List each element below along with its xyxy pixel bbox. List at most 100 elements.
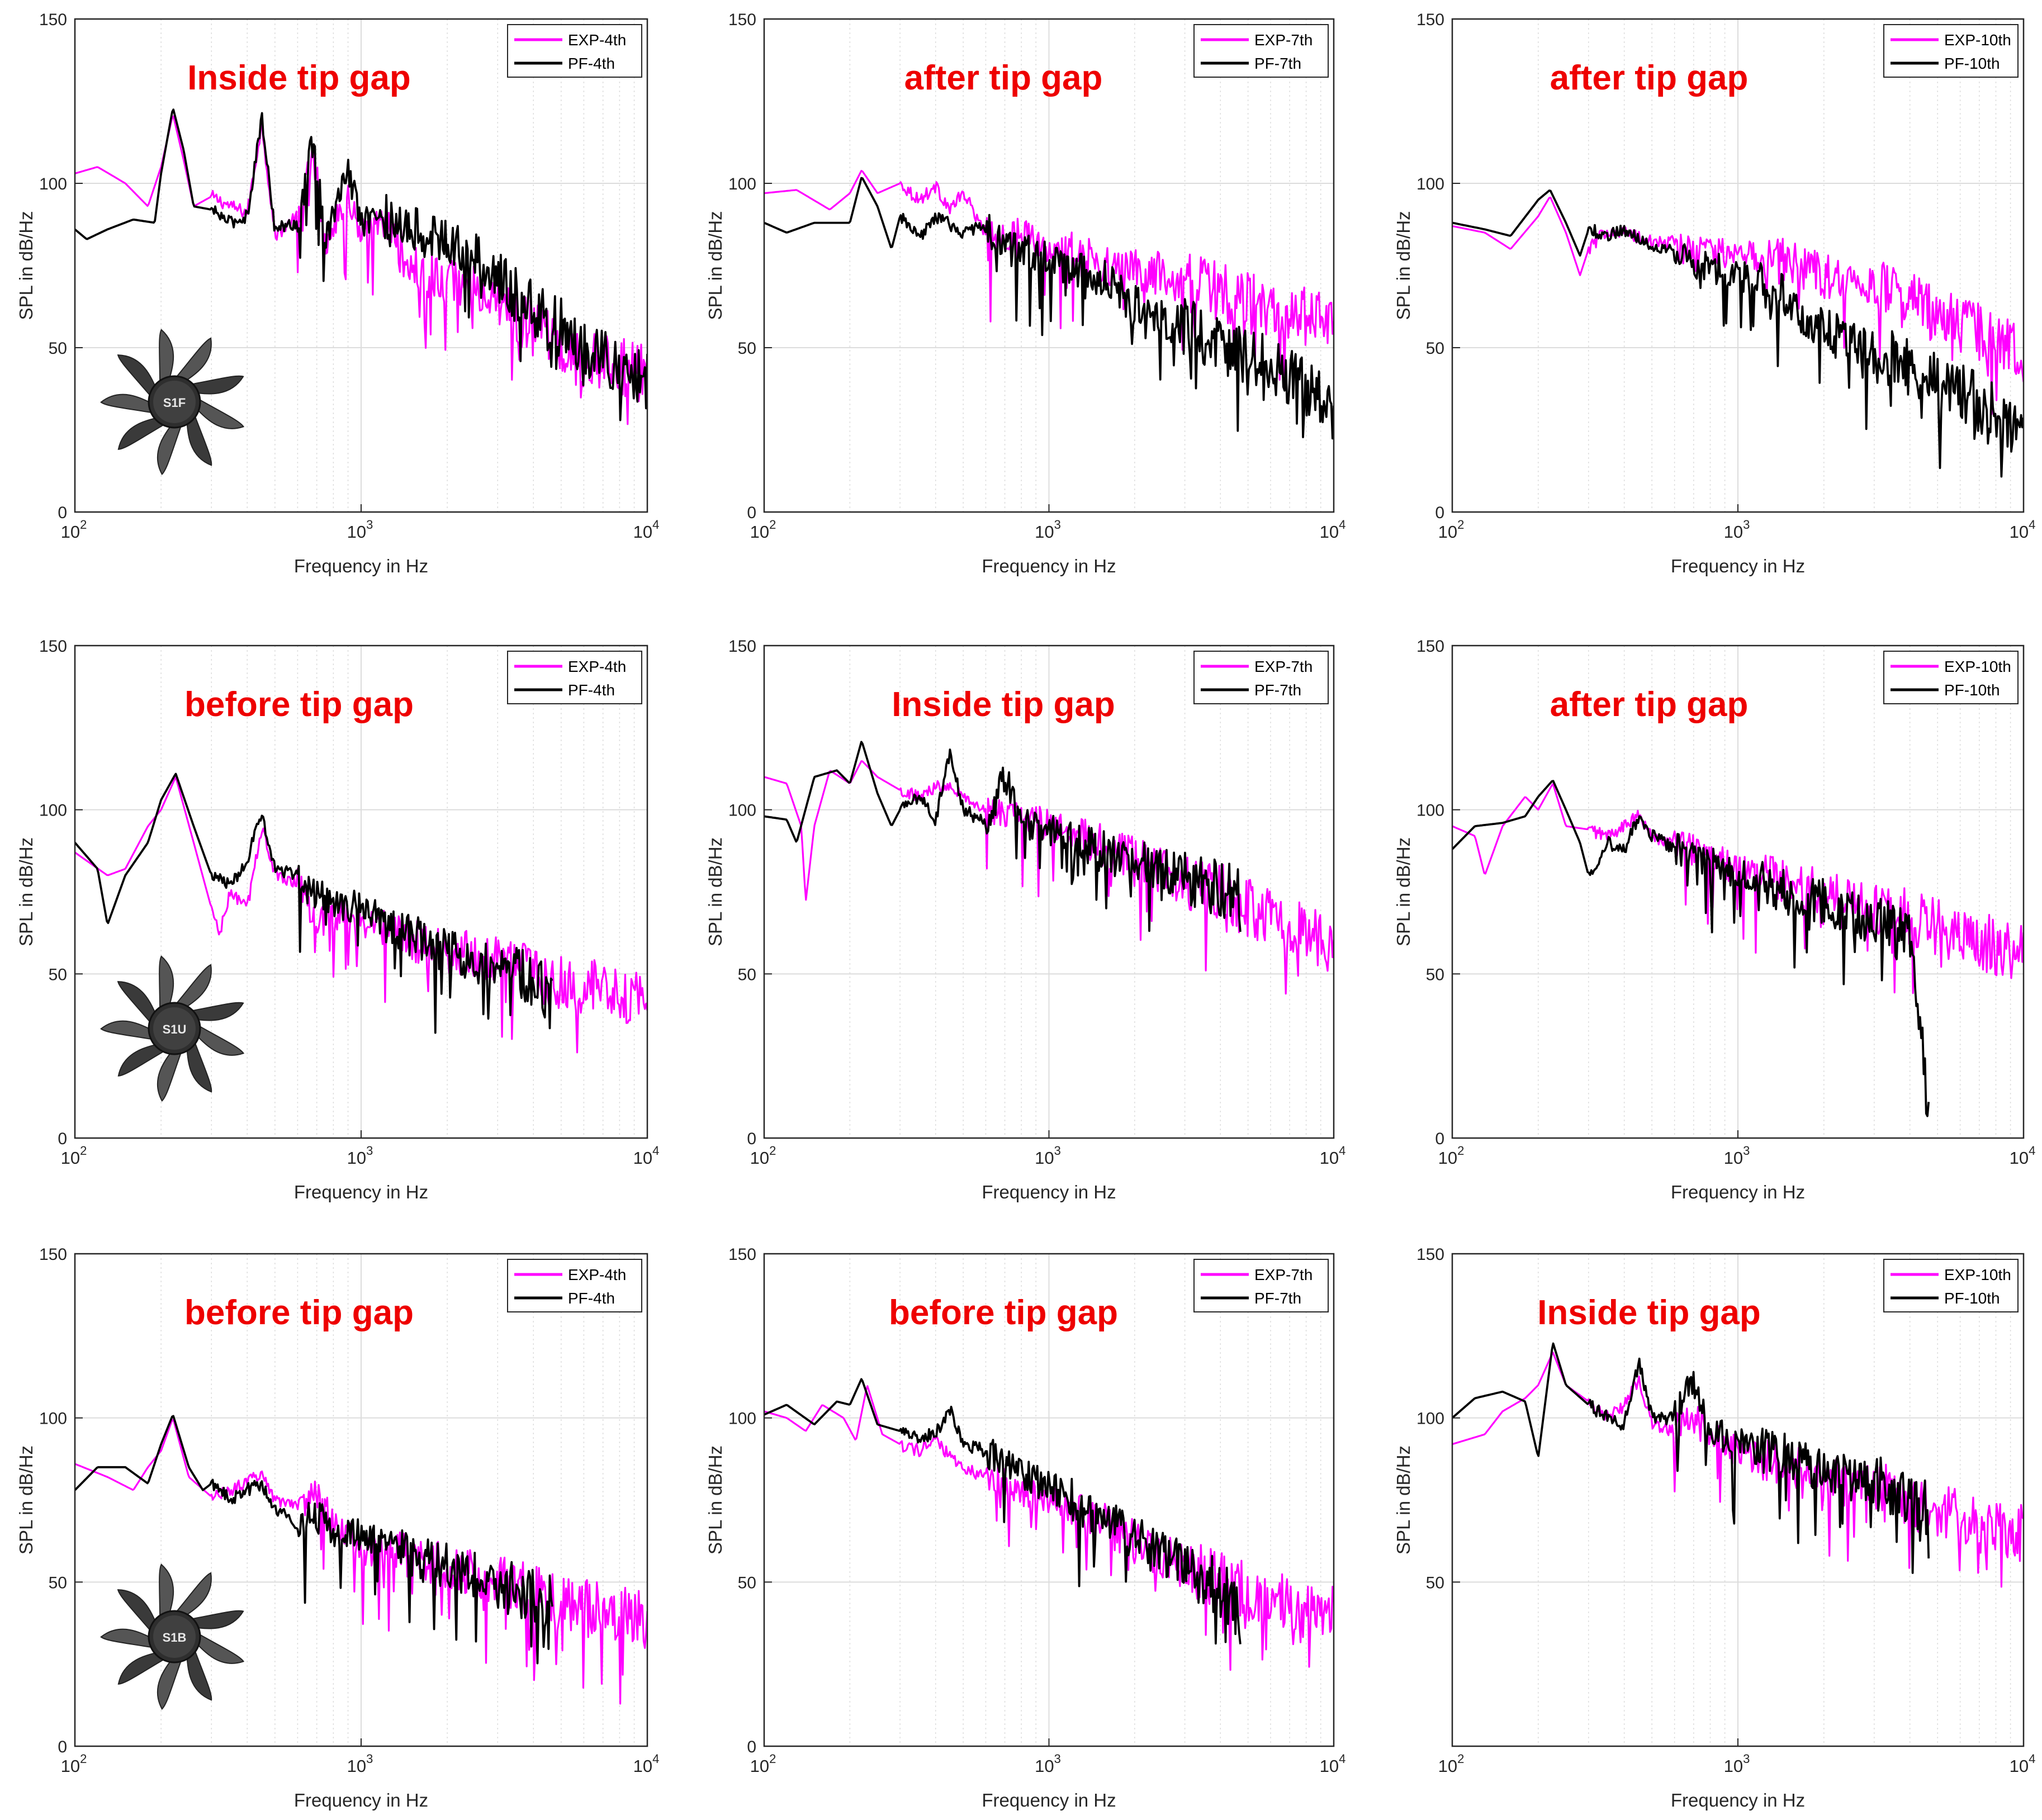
x-tick-exp: 4 xyxy=(1339,1144,1345,1158)
x-tick-exp: 2 xyxy=(769,1144,776,1158)
x-tick-label: 102 xyxy=(750,1752,776,1776)
y-axis-label: SPL in dB/Hz xyxy=(16,1445,36,1554)
x-tick-exp: 3 xyxy=(1743,1752,1750,1766)
x-tick-exp: 4 xyxy=(1339,1752,1345,1766)
x-tick-base: 10 xyxy=(1320,522,1339,542)
x-tick-base: 10 xyxy=(2010,1756,2029,1776)
x-tick-base: 10 xyxy=(1035,1148,1054,1168)
legend: EXP-10th PF-10th xyxy=(1883,24,2019,78)
series-line-exp-10th xyxy=(1452,783,2024,994)
legend-entry: EXP-10th xyxy=(1944,658,2011,675)
x-tick-label: 104 xyxy=(2010,1752,2036,1776)
x-tick-base: 10 xyxy=(61,1148,80,1168)
x-tick-label: 102 xyxy=(750,1144,776,1168)
x-tick-exp: 3 xyxy=(366,1752,373,1766)
x-tick-label: 103 xyxy=(1035,1752,1061,1776)
legend-entry: EXP-10th xyxy=(1944,31,2011,49)
x-tick-label: 104 xyxy=(633,1752,660,1776)
y-tick-label: 50 xyxy=(1426,965,1444,984)
position-annotation: before tip gap xyxy=(889,1293,1118,1332)
fan-blade xyxy=(159,955,174,1015)
x-axis-label: Frequency in Hz xyxy=(982,556,1116,576)
x-tick-label: 104 xyxy=(1320,1144,1346,1168)
x-tick-base: 10 xyxy=(633,1756,652,1776)
fan-image: S1U xyxy=(100,955,245,1102)
legend-entry: EXP-7th xyxy=(1254,1266,1313,1283)
x-tick-base: 10 xyxy=(1724,1756,1743,1776)
series-line-exp-7th xyxy=(764,170,1334,381)
legend-box xyxy=(507,24,642,78)
legend-entry: EXP-10th xyxy=(1944,1266,2011,1283)
position-annotation: Inside tip gap xyxy=(1537,1293,1761,1332)
y-tick-label: 150 xyxy=(728,637,756,656)
x-tick-base: 10 xyxy=(1320,1756,1339,1776)
x-tick-base: 10 xyxy=(1035,1756,1054,1776)
x-axis-label: Frequency in Hz xyxy=(1671,1182,1805,1202)
series-line-pf-7th xyxy=(764,177,1334,440)
fan-blade xyxy=(117,354,160,399)
fan-blade xyxy=(117,1650,167,1685)
x-tick-label: 103 xyxy=(1035,1144,1061,1168)
fan-blade xyxy=(187,1610,244,1629)
x-axis-label: Frequency in Hz xyxy=(982,1182,1116,1202)
x-tick-exp: 2 xyxy=(1457,1752,1464,1766)
series-line-pf-4th xyxy=(75,1415,553,1665)
fan-blade xyxy=(186,413,212,466)
y-tick-label: 50 xyxy=(49,965,67,984)
x-tick-base: 10 xyxy=(1320,1148,1339,1168)
x-axis-label: Frequency in Hz xyxy=(1671,1790,1805,1810)
fan-label: S1B xyxy=(163,1631,187,1644)
fan-blade xyxy=(187,375,244,395)
y-tick-label: 100 xyxy=(728,802,756,820)
y-axis-label: SPL in dB/Hz xyxy=(1393,837,1414,946)
legend: EXP-4th PF-4th xyxy=(507,1259,642,1312)
y-tick-label: 100 xyxy=(1416,802,1444,820)
legend-entry: PF-7th xyxy=(1254,681,1301,699)
x-tick-exp: 4 xyxy=(2029,1752,2035,1766)
fan-blade xyxy=(190,397,245,429)
fan-blade xyxy=(174,1572,212,1622)
x-tick-label: 102 xyxy=(750,518,776,542)
y-tick-label: 50 xyxy=(738,339,756,358)
x-tick-exp: 3 xyxy=(1054,1752,1061,1766)
y-tick-label: 150 xyxy=(1416,1245,1444,1264)
x-tick-exp: 3 xyxy=(1054,1144,1061,1158)
y-tick-label: 100 xyxy=(1416,175,1444,193)
series-line-pf-4th xyxy=(75,108,647,421)
y-tick-label: 150 xyxy=(39,1245,67,1264)
fan-blade xyxy=(190,1024,245,1056)
x-tick-label: 103 xyxy=(347,518,373,542)
y-tick-label: 50 xyxy=(1426,339,1444,358)
fan-label: S1F xyxy=(163,396,186,410)
legend: EXP-4th PF-4th xyxy=(507,651,642,704)
position-annotation: after tip gap xyxy=(904,59,1103,97)
legend-entry: PF-4th xyxy=(568,681,615,699)
y-tick-label: 150 xyxy=(39,637,67,656)
series-line-exp-10th xyxy=(1452,196,2024,415)
x-tick-label: 104 xyxy=(633,1144,660,1168)
series-line-pf-7th xyxy=(764,741,1242,932)
fan-blade xyxy=(159,1563,174,1623)
legend: EXP-10th PF-10th xyxy=(1883,651,2019,704)
legend-entry: EXP-4th xyxy=(568,1266,626,1283)
fan-blade xyxy=(157,1044,183,1102)
x-tick-base: 10 xyxy=(1438,1148,1457,1168)
fan-hub-face xyxy=(153,381,196,423)
legend: EXP-7th PF-7th xyxy=(1193,651,1329,704)
fan-blade xyxy=(174,964,212,1013)
legend: EXP-10th PF-10th xyxy=(1883,1259,2019,1312)
x-tick-label: 103 xyxy=(1724,1752,1750,1776)
fan-blade xyxy=(117,1042,167,1077)
y-tick-label: 100 xyxy=(728,175,756,193)
x-tick-exp: 4 xyxy=(2029,518,2035,532)
y-axis-label: SPL in dB/Hz xyxy=(705,1445,726,1554)
x-tick-base: 10 xyxy=(633,522,652,542)
x-tick-label: 102 xyxy=(1438,1752,1465,1776)
x-tick-exp: 3 xyxy=(1054,518,1061,532)
